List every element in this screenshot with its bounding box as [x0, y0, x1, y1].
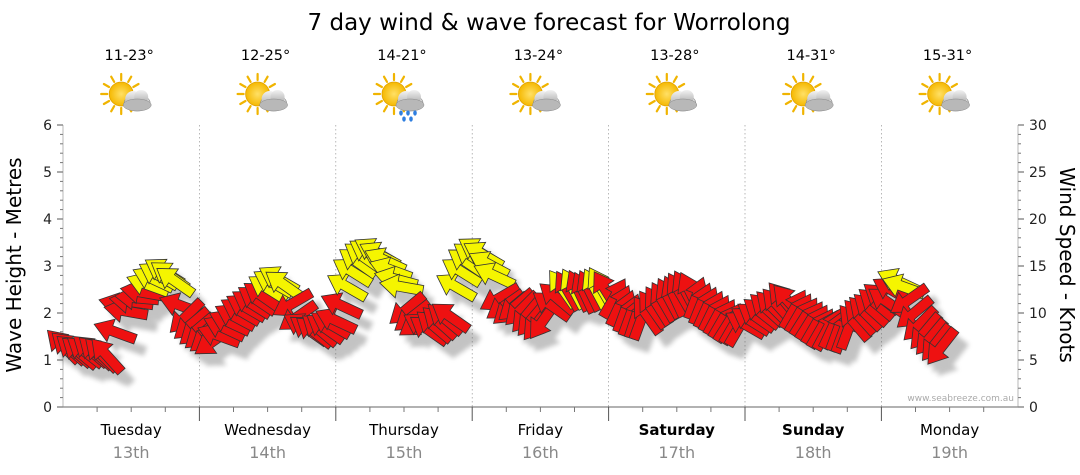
temperature-range: 14-21°: [377, 48, 426, 64]
day-name: Thursday: [368, 421, 439, 439]
y-axis-left-label: Wave Height - Metres: [2, 157, 26, 372]
day-date: 14th: [249, 443, 286, 462]
temperature-range: 11-23°: [105, 48, 154, 64]
wind-arrow: [431, 303, 472, 335]
y-left-tick-label: 1: [43, 353, 52, 369]
wind-arrow: [927, 325, 960, 365]
chart-title: 7 day wind & wave forecast for Worrolong: [308, 10, 791, 36]
y-left-tick-label: 4: [43, 212, 52, 228]
cloud-icon: [532, 90, 561, 112]
weather-icon-partly-cloudy: [782, 72, 834, 116]
wind-arrow: [436, 273, 478, 303]
y-axis-right-label: Wind Speed - Knots: [1055, 167, 1079, 363]
day-date: 18th: [795, 443, 832, 462]
wind-arrow: [265, 271, 306, 303]
y-right-tick-label: 10: [1029, 306, 1047, 322]
weather-icon-partly-cloudy: [100, 72, 152, 116]
wind-arrow: [93, 318, 138, 345]
y-left-tick-label: 2: [43, 306, 52, 322]
y-right-tick-label: 15: [1029, 259, 1047, 275]
day-name: Friday: [518, 421, 564, 439]
y-axis-left-ticks: 0 1 2 3 4 5 6: [43, 118, 64, 416]
plot-area: 0 1 2 3 4 5 6 0 5 10 15 20 25 30 www.seabreeze.com.a…: [43, 118, 1047, 421]
day-date: 13th: [113, 443, 150, 462]
rain-drops-icon: [399, 110, 417, 122]
weather-row: 11-23° 12-25° 14-21° 13-24° 13-28° 14-31° 15-3…: [100, 48, 972, 122]
y-axis-right-ticks: 0 5 10 15 20 25 30: [1017, 118, 1047, 416]
y-right-tick-label: 30: [1029, 118, 1047, 134]
cloud-icon: [668, 90, 698, 112]
vertical-gridlines: [199, 125, 882, 407]
y-left-tick-label: 6: [43, 118, 52, 134]
wind-arrow: [327, 273, 369, 303]
y-left-tick-label: 3: [43, 259, 52, 275]
cloud-icon: [804, 90, 834, 112]
credit-text: www.seabreeze.com.au: [907, 394, 1014, 404]
y-right-tick-label: 20: [1029, 212, 1047, 228]
weather-icon-partly-cloudy: [509, 72, 561, 116]
wind-arrow: [320, 292, 364, 320]
cloud-icon: [259, 90, 288, 112]
day-name: Tuesday: [100, 421, 162, 439]
wind-arrow: [91, 338, 126, 376]
wind-arrow: [896, 294, 935, 328]
temperature-range: 13-24°: [514, 48, 563, 64]
wind-arrow-shadow: [937, 338, 969, 377]
day-date: 17th: [658, 443, 695, 462]
cloud-icon: [122, 90, 152, 112]
day-name: Saturday: [639, 421, 716, 439]
weather-icon-showers: [372, 72, 425, 122]
x-minor-ticks: [96, 407, 985, 421]
wind-arrow: [890, 282, 931, 313]
wind-arrow: [315, 307, 359, 335]
y-right-tick-label: 0: [1029, 400, 1038, 416]
temperature-range: 14-31°: [787, 48, 836, 64]
temperature-range: 15-31°: [923, 48, 972, 64]
weather-icon-partly-cloudy: [918, 72, 970, 116]
y-right-tick-label: 25: [1029, 165, 1047, 181]
weather-icon-partly-cloudy: [236, 72, 288, 116]
wind-arrows: [46, 238, 969, 387]
day-labels: Tuesday 13th Wednesday 14th Thursday 15th Frid…: [100, 421, 980, 462]
cloud-icon: [941, 90, 970, 112]
day-date: 15th: [386, 443, 423, 462]
temperature-range: 13-28°: [650, 48, 699, 64]
day-date: 16th: [522, 443, 559, 462]
day-name: Sunday: [782, 421, 845, 439]
wind-arrow: [378, 273, 425, 299]
y-left-tick-label: 0: [43, 400, 52, 416]
day-date: 19th: [931, 443, 968, 462]
wind-arrow-shadow: [114, 310, 159, 335]
y-right-tick-label: 5: [1029, 353, 1038, 369]
day-name: Wednesday: [224, 421, 311, 439]
wind-arrow: [156, 268, 197, 299]
wind-arrow: [473, 262, 517, 290]
day-name: Monday: [920, 421, 979, 439]
cloud-icon: [395, 90, 425, 112]
y-left-tick-label: 5: [43, 165, 52, 181]
weather-icon-partly-cloudy: [645, 72, 698, 116]
wind-arrow-group: [46, 238, 960, 376]
wind-arrow: [272, 287, 315, 317]
temperature-range: 12-25°: [241, 48, 290, 64]
